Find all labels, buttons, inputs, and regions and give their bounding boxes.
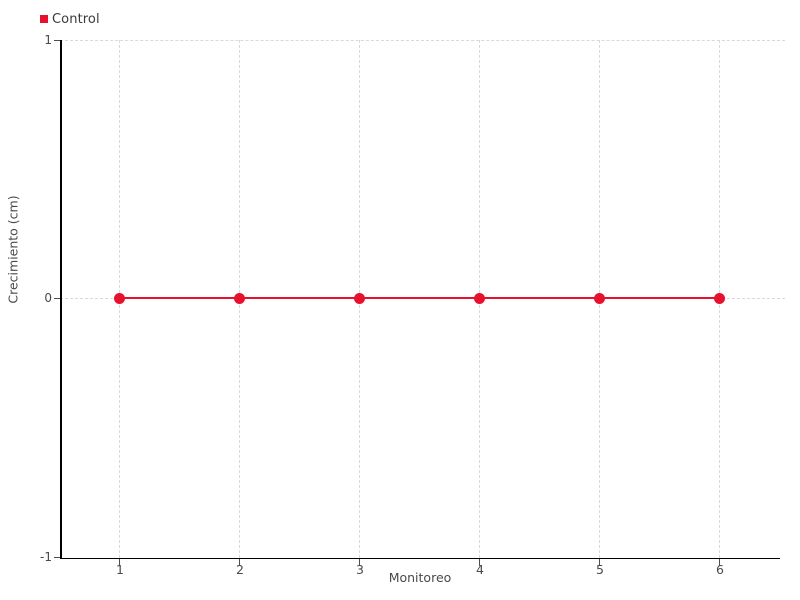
x-axis-tick-6 bbox=[719, 559, 721, 566]
y-axis-tick-0 bbox=[54, 298, 60, 300]
x-axis-tick-label: 5 bbox=[596, 562, 604, 577]
x-axis-tick-3 bbox=[359, 559, 361, 566]
x-axis-tick-label: 2 bbox=[236, 562, 244, 577]
x-axis-tick-4 bbox=[479, 559, 481, 566]
y-axis-tick-1 bbox=[54, 40, 60, 42]
series-line-control bbox=[119, 297, 719, 300]
x-axis-tick-label: 3 bbox=[356, 562, 364, 577]
data-point-marker[interactable] bbox=[593, 292, 605, 304]
y-axis-title: Crecimiento (cm) bbox=[5, 195, 21, 304]
y-axis-tick-label: -1 bbox=[40, 550, 52, 564]
data-point-marker[interactable] bbox=[473, 292, 485, 304]
plot-area bbox=[60, 40, 785, 558]
x-axis-tick-1 bbox=[119, 559, 121, 566]
data-point-marker[interactable] bbox=[233, 292, 245, 304]
axis-spine-left bbox=[60, 40, 62, 559]
legend-swatch-control bbox=[40, 15, 48, 23]
x-axis-title-text: Monitoreo bbox=[388, 570, 452, 585]
data-point-marker[interactable] bbox=[353, 292, 365, 304]
axis-spine-bottom bbox=[60, 557, 780, 560]
x-axis-tick-2 bbox=[239, 559, 241, 566]
x-axis-title: Monitoreo bbox=[0, 570, 800, 585]
data-point-marker[interactable] bbox=[713, 292, 725, 304]
y-axis-tick-label: 1 bbox=[44, 33, 52, 47]
data-point-marker[interactable] bbox=[113, 292, 125, 304]
y-axis-tick-minus1 bbox=[54, 557, 60, 559]
y-axis-tick-label: 0 bbox=[44, 291, 52, 305]
legend-label-control: Control bbox=[52, 11, 100, 27]
x-axis-tick-label: 1 bbox=[116, 562, 124, 577]
gridline-horizontal-1 bbox=[60, 40, 785, 41]
x-axis-tick-label: 4 bbox=[476, 562, 484, 577]
x-axis-tick-5 bbox=[599, 559, 601, 566]
chart-legend: Control bbox=[40, 10, 100, 28]
x-axis-tick-label: 6 bbox=[716, 562, 724, 577]
